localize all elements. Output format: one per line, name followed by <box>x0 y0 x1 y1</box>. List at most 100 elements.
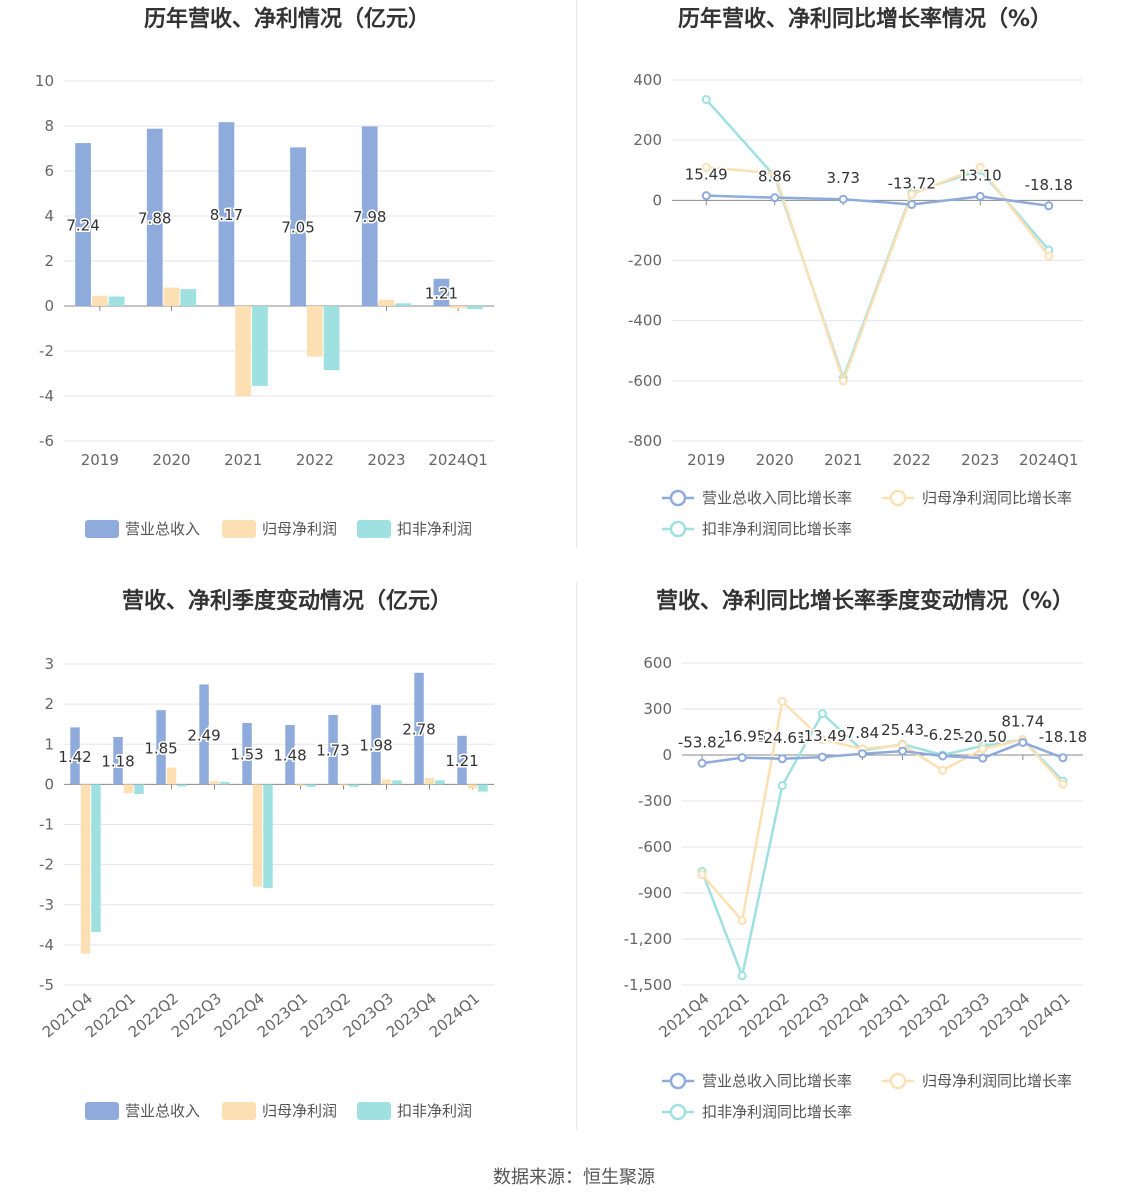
legend-swatch <box>357 520 391 538</box>
series-point <box>857 749 867 759</box>
bar-parent-profit <box>424 777 435 785</box>
bar-value-label: 7.98 <box>353 208 386 226</box>
panel-divider-top <box>576 0 577 548</box>
y-tick-label: 0 <box>44 297 54 315</box>
point-value-label: 25.43 <box>881 721 924 739</box>
annual-line-chart: 历年营收、净利同比增长率情况（%） 400 200 0 -200 -400 -600 -800… <box>628 6 1083 538</box>
y-tick-label: 0 <box>652 191 662 209</box>
series-point <box>898 746 908 756</box>
series-point <box>838 194 848 204</box>
y-tick-label: 200 <box>633 131 662 149</box>
bar-nonrecurring-profit <box>180 289 197 306</box>
bar-parent-profit <box>381 779 392 785</box>
point-value-label: -18.18 <box>1025 176 1073 194</box>
x-tick-label: 2024Q1 <box>428 451 488 469</box>
bar-value-label: 7.24 <box>66 217 99 235</box>
bar-revenue <box>414 672 424 785</box>
x-tick-label: 2021 <box>224 451 262 469</box>
x-tick-label: 2022 <box>893 451 931 469</box>
chart-annual-revenue-profit: 历年营收、净利情况（亿元） 10 8 6 4 2 0 -2 -4 -6 2019 2020 2021 20… <box>0 0 575 560</box>
bar-nonrecurring-profit <box>134 784 144 795</box>
y-tick-label: -1,500 <box>624 976 672 994</box>
bar-revenue <box>328 714 338 785</box>
bar-parent-profit <box>252 784 263 887</box>
point-value-label: -24.61 <box>758 729 806 747</box>
y-tick-label: -6 <box>39 432 54 450</box>
bar-value-label: 1.42 <box>58 748 91 766</box>
series-point <box>938 765 948 775</box>
point-value-label: -13.72 <box>888 174 936 192</box>
series-point <box>737 971 747 981</box>
bar-nonrecurring-profit <box>252 306 268 386</box>
bar-parent-profit <box>235 306 252 397</box>
legend-swatch-marker <box>669 1072 687 1090</box>
y-tick-label: -1,200 <box>624 930 672 948</box>
series-point <box>817 735 827 745</box>
bar-revenue <box>70 727 80 785</box>
bar-value-label: 1.18 <box>101 753 134 771</box>
y-tick-label: 0 <box>662 746 672 764</box>
series-point <box>838 376 848 386</box>
series-point <box>777 696 787 706</box>
point-value-label: -53.82 <box>678 733 726 751</box>
bar-parent-profit <box>467 784 478 789</box>
series-point <box>907 199 917 209</box>
series-point <box>975 162 985 172</box>
bar-nonrecurring-profit <box>435 780 445 785</box>
y-tick-label: 3 <box>44 655 54 673</box>
legend-swatch-marker <box>669 520 687 538</box>
legend-swatch-marker <box>889 1072 907 1090</box>
series-line-nonrecurring-profit-growth <box>705 98 1050 382</box>
y-tick-label: -400 <box>628 312 662 330</box>
y-tick-label: 300 <box>643 700 672 718</box>
legend-label: 扣非净利润 <box>397 520 472 538</box>
series-point <box>701 162 711 172</box>
series-point <box>978 744 988 754</box>
legend-swatch <box>85 520 119 538</box>
series-point <box>701 191 711 201</box>
chart-title: 历年营收、净利情况（亿元） <box>144 6 430 32</box>
y-tick-label: 4 <box>44 207 54 225</box>
bar-value-label: 1.98 <box>359 737 392 755</box>
legend-label: 营业总收入同比增长率 <box>702 489 852 507</box>
y-tick-label: 8 <box>44 117 54 135</box>
point-value-label: 8.86 <box>758 168 791 186</box>
point-value-label: -13.49 <box>798 727 846 745</box>
bar-parent-profit <box>80 784 91 954</box>
series-point <box>777 781 787 791</box>
bar-nonrecurring-profit <box>177 784 187 787</box>
bar-value-label: 2.78 <box>402 721 435 739</box>
bar-nonrecurring-profit <box>91 784 101 933</box>
legend-swatch-marker <box>889 489 907 507</box>
legend-label: 营业总收入 <box>125 1102 200 1120</box>
y-tick-label: -2 <box>39 342 54 360</box>
y-tick-label: -2 <box>39 856 54 874</box>
point-value-label: 13.10 <box>959 166 1002 184</box>
point-value-label: 7.84 <box>846 724 879 742</box>
series-point <box>737 916 747 926</box>
chart-quarterly-revenue-profit: 营收、净利季度变动情况（亿元） 3 2 1 0 -1 -2 -3 -4 -5 2021Q4 2022Q… <box>0 580 575 1140</box>
y-tick-label: -1 <box>39 816 54 834</box>
x-tick-label: 2022 <box>296 451 334 469</box>
legend-label: 归母净利润同比增长率 <box>922 1072 1072 1090</box>
quarterly-line-chart: 营收、净利同比增长率季度变动情况（%） 600 300 0 -300 -600 -900 -1… <box>624 588 1089 1121</box>
chart-annual-growth-rate: 历年营收、净利同比增长率情况（%） 400 200 0 -200 -400 -600 -800… <box>575 0 1148 560</box>
chart-title: 营收、净利季度变动情况（亿元） <box>122 588 452 614</box>
legend-swatch <box>222 1102 256 1120</box>
legend-swatch-marker <box>669 1103 687 1121</box>
series-point <box>1044 251 1054 261</box>
chart-title: 营收、净利同比增长率季度变动情况（%） <box>656 588 1074 614</box>
y-tick-label: 0 <box>44 775 54 793</box>
bar-nonrecurring-profit <box>395 303 412 306</box>
bar-parent-profit <box>209 781 220 785</box>
bar-parent-profit <box>163 287 180 306</box>
bar-parent-profit <box>450 306 467 309</box>
series-point <box>777 754 787 764</box>
series-point <box>817 709 827 719</box>
x-tick-label: 2023 <box>961 451 999 469</box>
bar-revenue <box>113 737 123 785</box>
bar-revenue <box>285 724 295 785</box>
bar-parent-profit <box>306 306 323 357</box>
y-tick-label: 10 <box>35 72 54 90</box>
bar-nonrecurring-profit <box>478 784 488 792</box>
